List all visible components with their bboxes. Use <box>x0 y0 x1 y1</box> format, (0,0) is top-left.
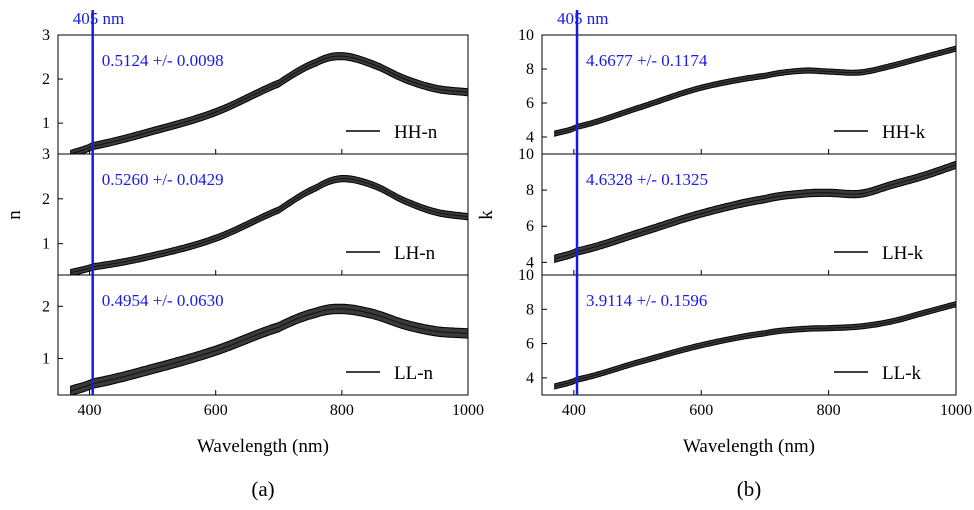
data-band-LL-k <box>554 301 956 390</box>
panel-caption: (a) <box>251 477 274 501</box>
y-tick-label: 8 <box>526 61 534 78</box>
subplot-frame <box>57 274 469 396</box>
data-line-LH-k <box>554 164 956 260</box>
data-band-HH-n <box>70 52 468 154</box>
x-tick-label: 600 <box>689 402 713 419</box>
data-band-LL-n <box>70 303 468 395</box>
y-tick-label: 2 <box>42 71 50 88</box>
legend-label: LH-k <box>882 243 924 264</box>
marker-label: 405 nm <box>557 9 608 28</box>
panel-b: HH-k 4.6677 +/- 0.1174 4 6 8 10 LH-k 4.6328 +/-… <box>476 9 972 501</box>
y-axis-label: k <box>476 210 497 220</box>
y-tick-label: 1 <box>42 115 50 132</box>
x-tick-label: 600 <box>204 402 228 419</box>
x-tick-label: 800 <box>817 402 841 419</box>
y-tick-label: 2 <box>42 191 50 208</box>
x-tick-label: 400 <box>78 402 102 419</box>
y-tick-label: 1 <box>42 350 50 367</box>
y-tick-label: 2 <box>42 298 50 315</box>
y-tick-label: 10 <box>518 27 534 44</box>
y-tick-label: 6 <box>526 95 534 112</box>
y-tick-label: 6 <box>526 336 534 353</box>
subplot-a-1: HH-n 0.5124 +/- 0.0098 1 2 3 <box>42 27 469 155</box>
y-tick-label: 4 <box>526 370 534 387</box>
annotation-value: 4.6677 +/- 0.1174 <box>586 51 708 70</box>
legend-label: HH-n <box>394 122 438 143</box>
x-tick-label: 1000 <box>452 402 484 419</box>
marker-label: 405 nm <box>73 9 124 28</box>
x-tick-label: 400 <box>562 402 586 419</box>
data-band-LH-n <box>70 175 468 275</box>
y-tick-label: 10 <box>518 267 534 284</box>
y-tick-label: 1 <box>42 236 50 253</box>
data-line-LL-k <box>554 303 956 387</box>
legend-label: LL-k <box>882 363 922 384</box>
x-tick-label: 800 <box>330 402 354 419</box>
annotation-value: 0.4954 +/- 0.0630 <box>102 291 224 310</box>
y-axis-label: n <box>4 210 25 220</box>
x-axis-label: Wavelength (nm) <box>683 436 815 457</box>
data-line-HH-n <box>70 55 468 154</box>
data-line-HH-k <box>554 48 956 135</box>
legend-label: LL-n <box>394 363 434 384</box>
subplot-a-2: LH-n 0.5260 +/- 0.0429 1 2 3 <box>42 146 469 276</box>
legend-label: LH-n <box>394 243 436 264</box>
subplot-a-3: LL-n 0.4954 +/- 0.0630 1 2 <box>42 274 469 396</box>
panel-a: HH-n 0.5124 +/- 0.0098 1 2 3 LH-n 0.5260 +/- 0… <box>4 9 484 501</box>
x-tick-label: 1000 <box>940 402 972 419</box>
y-tick-label: 8 <box>526 182 534 199</box>
data-band-HH-k <box>554 45 956 137</box>
subplot-b-3: LL-k 3.9114 +/- 0.1596 4 6 8 10 <box>518 267 957 396</box>
legend-label: HH-k <box>882 122 926 143</box>
annotation-value: 0.5124 +/- 0.0098 <box>102 51 224 70</box>
data-line-LL-n <box>70 308 468 392</box>
annotation-value: 3.9114 +/- 0.1596 <box>586 291 707 310</box>
y-tick-label: 3 <box>42 146 50 163</box>
data-line-LH-n <box>70 178 468 274</box>
subplot-frame <box>541 274 957 396</box>
y-tick-label: 4 <box>526 254 534 271</box>
y-tick-label: 4 <box>526 129 534 146</box>
panel-caption: (b) <box>737 477 762 501</box>
y-tick-label: 6 <box>526 218 534 235</box>
data-band-LH-k <box>554 160 956 264</box>
y-tick-label: 10 <box>518 146 534 163</box>
subplot-b-1: HH-k 4.6677 +/- 0.1174 4 6 8 10 <box>518 27 957 155</box>
x-axis-label: Wavelength (nm) <box>197 436 329 457</box>
y-tick-label: 8 <box>526 301 534 318</box>
y-tick-label: 3 <box>42 27 50 44</box>
annotation-value: 4.6328 +/- 0.1325 <box>586 170 708 189</box>
annotation-value: 0.5260 +/- 0.0429 <box>102 170 224 189</box>
subplot-b-2: LH-k 4.6328 +/- 0.1325 4 6 8 10 <box>518 146 957 276</box>
